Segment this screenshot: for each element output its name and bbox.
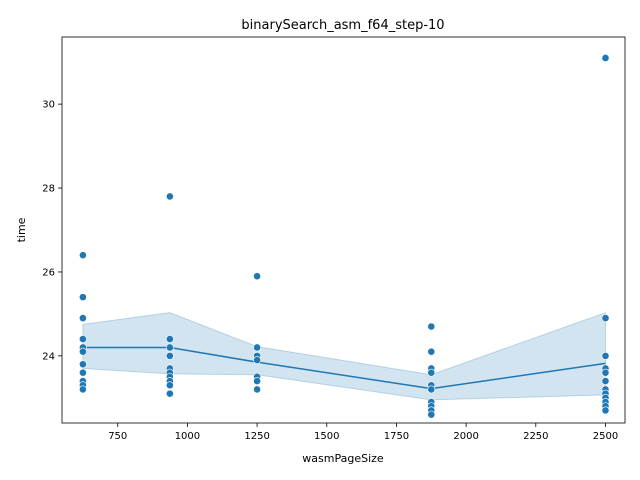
y-tick-label: 30 — [42, 100, 55, 111]
data-point — [601, 351, 610, 360]
data-point — [79, 314, 87, 323]
data-point — [601, 314, 610, 323]
plot-frame — [61, 36, 626, 424]
data-point — [253, 377, 261, 385]
data-point — [427, 385, 436, 394]
points-layer — [79, 54, 610, 419]
confidence-band — [82, 311, 606, 401]
data-point — [79, 368, 87, 377]
x-tick-label: 1000 — [175, 431, 200, 442]
y-axis: 24 26 28 30 — [42, 100, 62, 362]
confidence-band-layer — [82, 311, 606, 401]
data-point — [165, 343, 174, 352]
data-point — [79, 385, 87, 394]
x-tick-label: 750 — [108, 431, 127, 442]
data-point — [427, 368, 436, 377]
data-point — [253, 385, 261, 394]
data-point — [165, 389, 174, 398]
y-axis-label: time — [15, 217, 28, 242]
data-point — [165, 192, 174, 201]
data-point — [79, 347, 87, 356]
data-point — [165, 381, 174, 390]
y-tick-label: 28 — [42, 184, 55, 195]
data-point — [253, 272, 261, 281]
data-point — [79, 335, 87, 343]
data-point — [601, 368, 610, 377]
x-tick-label: 1250 — [244, 431, 269, 442]
data-point — [427, 347, 436, 356]
data-point — [601, 377, 610, 385]
data-point — [601, 406, 610, 415]
x-tick-label: 1750 — [384, 431, 409, 442]
data-point — [427, 410, 436, 419]
data-point — [79, 251, 87, 260]
data-point — [165, 351, 174, 360]
x-tick-label: 2250 — [523, 431, 548, 442]
data-point — [79, 293, 87, 302]
data-point — [253, 343, 261, 352]
data-point — [79, 360, 87, 369]
data-point — [427, 322, 436, 331]
x-tick-label: 2500 — [593, 431, 618, 442]
chart-title: binarySearch_asm_f64_step-10 — [241, 18, 444, 33]
data-point — [253, 356, 261, 364]
x-tick-label: 2000 — [453, 431, 478, 442]
x-axis-label: wasmPageSize — [302, 452, 384, 465]
data-point — [165, 335, 174, 343]
x-axis: 750 1000 1250 1500 1750 2000 2250 2500 — [108, 423, 618, 442]
y-tick-label: 26 — [42, 267, 55, 278]
y-tick-label: 24 — [42, 351, 55, 362]
data-point — [601, 54, 610, 62]
x-tick-label: 1500 — [314, 431, 339, 442]
